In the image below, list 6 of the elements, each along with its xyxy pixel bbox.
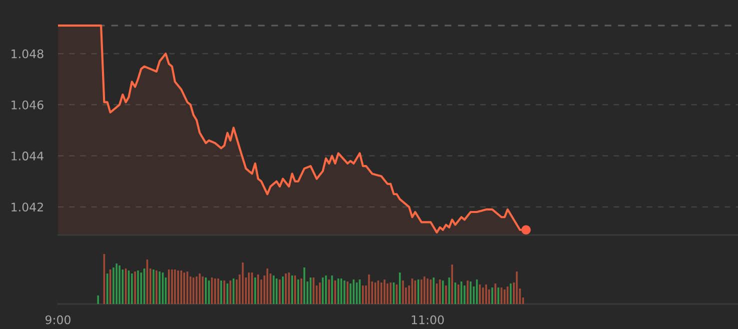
y-tick-label: 1.046 xyxy=(12,100,44,110)
y-tick-label: 1.048 xyxy=(12,49,44,58)
y-tick-label: 1.044 xyxy=(12,152,44,160)
x-tick-label: 9:00 xyxy=(45,315,70,324)
x-tick-label: 11:00 xyxy=(412,315,444,324)
y-tick-label: 1.042 xyxy=(12,202,43,212)
